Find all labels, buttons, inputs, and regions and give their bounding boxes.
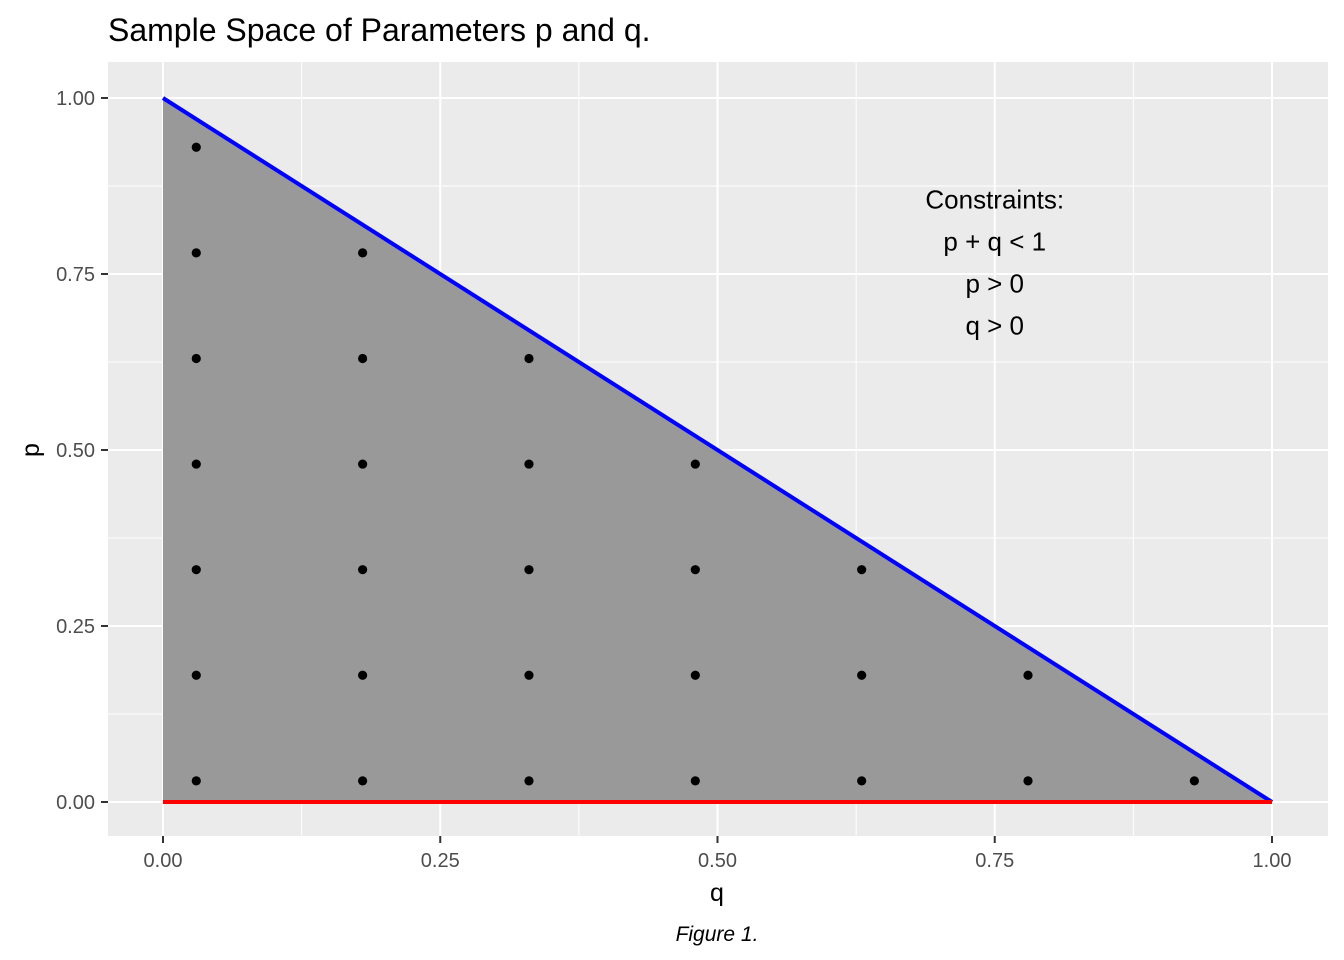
x-axis-title: q <box>710 879 724 907</box>
x-axis: 0.00 0.25 0.50 0.75 1.00 <box>144 836 1292 872</box>
data-point <box>524 353 534 364</box>
data-point <box>358 353 368 364</box>
data-point <box>191 565 201 575</box>
data-point <box>857 776 867 786</box>
figure-caption: Figure 1. <box>676 923 759 946</box>
y-tick-label: 0.00 <box>56 792 95 814</box>
data-point <box>191 142 201 152</box>
annotation-line: Constraints: <box>925 185 1064 215</box>
data-point <box>358 459 368 469</box>
data-point <box>690 670 700 680</box>
data-point <box>1023 776 1033 786</box>
data-point <box>358 670 368 680</box>
constraint-lines <box>161 96 1274 804</box>
annotation-line: p + q < 1 <box>943 227 1046 257</box>
y-axis: 0.00 0.25 0.50 0.75 1.00 <box>56 88 108 814</box>
x-tick-label: 0.75 <box>975 850 1014 872</box>
y-tick-label: 0.75 <box>56 264 95 286</box>
data-point <box>690 565 700 575</box>
data-point <box>524 776 534 786</box>
y-tick-label: 0.25 <box>56 616 95 638</box>
data-point <box>191 353 201 364</box>
chart-title: Sample Space of Parameters p and q. <box>108 12 651 48</box>
x-tick-label: 0.00 <box>144 850 183 872</box>
annotation-line: p > 0 <box>965 269 1024 299</box>
data-point <box>690 459 700 469</box>
data-point <box>1023 670 1033 680</box>
x-tick-label: 0.25 <box>421 850 460 872</box>
data-point <box>690 776 700 786</box>
x-tick-label: 1.00 <box>1253 850 1292 872</box>
annotation-line: q > 0 <box>965 311 1024 341</box>
data-point <box>358 248 368 258</box>
data-point <box>524 670 534 680</box>
data-point <box>191 459 201 469</box>
data-point <box>857 565 867 575</box>
y-tick-label: 0.50 <box>56 440 95 462</box>
data-point <box>191 248 201 258</box>
data-point <box>191 776 201 786</box>
data-point <box>191 670 201 680</box>
x-tick-label: 0.50 <box>698 850 737 872</box>
data-point <box>1189 776 1199 786</box>
y-tick-label: 1.00 <box>56 88 95 110</box>
data-point <box>358 776 368 786</box>
sample-points <box>191 142 1199 786</box>
data-point <box>524 565 534 575</box>
data-point <box>857 670 867 680</box>
constraint-line-p-plus-q <box>161 96 1274 804</box>
y-axis-title: p <box>17 443 45 457</box>
data-point <box>524 459 534 469</box>
constraints-annotation: Constraints: p + q < 1 p > 0 q > 0 <box>925 185 1064 341</box>
data-point <box>358 565 368 575</box>
